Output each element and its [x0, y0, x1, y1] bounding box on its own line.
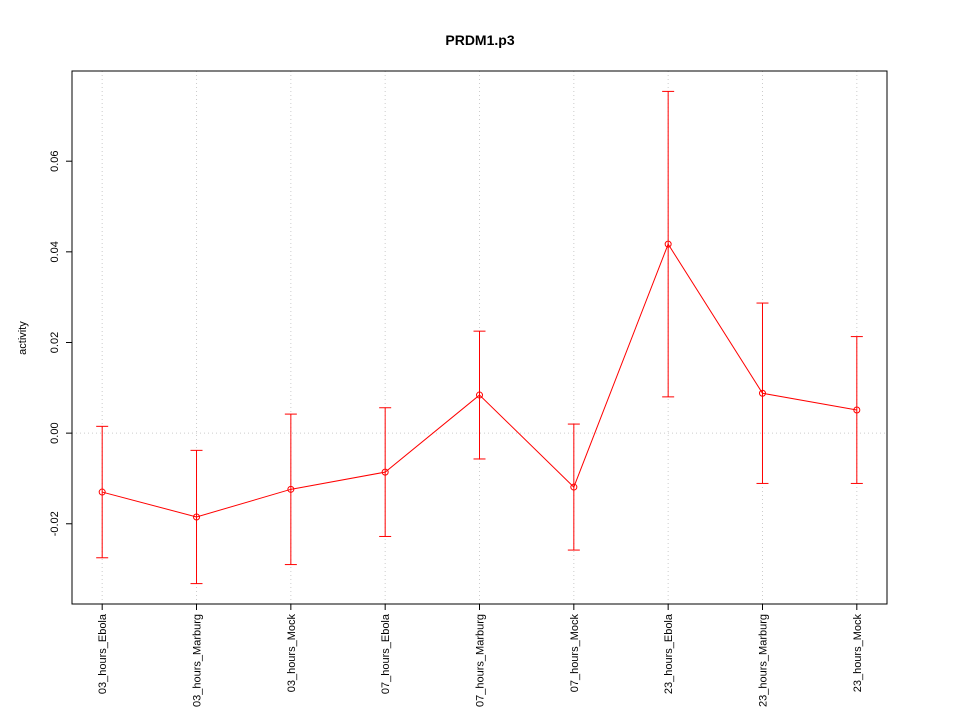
chart-title: PRDM1.p3 [445, 32, 514, 48]
data-point [287, 485, 295, 493]
x-tick-label: 03_hours_Ebola [97, 613, 109, 694]
x-tick-label: 03_hours_Mock [286, 614, 298, 693]
y-tick-label: 0.00 [49, 422, 61, 443]
data-point [98, 488, 106, 496]
x-tick-label: 23_hours_Marburg [757, 614, 769, 707]
x-tick-label: 07_hours_Ebola [380, 613, 392, 694]
data-point [476, 391, 483, 399]
y-tick-label: 0.04 [49, 241, 61, 262]
x-tick-label: 03_hours_Marburg [192, 614, 204, 707]
y-tick-label: 0.06 [49, 150, 61, 171]
x-tick-label: 07_hours_Marburg [475, 614, 487, 707]
x-tick-label: 23_hours_Mock [852, 614, 864, 693]
data-point [193, 513, 201, 521]
data-point [570, 483, 578, 491]
y-tick-label: 0.02 [49, 332, 61, 353]
x-tick-label: 07_hours_Mock [569, 614, 581, 693]
y-tick-label: -0.02 [49, 511, 61, 536]
data-point [853, 406, 861, 414]
x-tick-label: 23_hours_Ebola [663, 613, 675, 694]
data-point [664, 240, 672, 248]
y-axis-label: activity [17, 321, 29, 355]
data-point [758, 389, 766, 397]
data-point [381, 468, 389, 476]
